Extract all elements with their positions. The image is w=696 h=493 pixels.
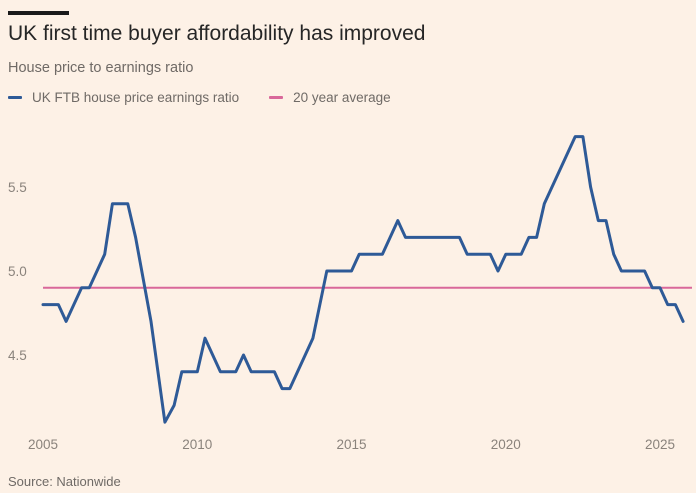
y-tick-label: 5.5	[8, 180, 27, 195]
x-tick-label: 2010	[182, 437, 212, 452]
x-tick-label: 2015	[336, 437, 366, 452]
brand-bar	[8, 11, 69, 15]
y-tick-label: 4.5	[8, 348, 27, 363]
legend-item-ftb-ratio: UK FTB house price earnings ratio	[8, 90, 239, 105]
legend-label-20yr-average: 20 year average	[293, 90, 391, 105]
legend-swatch-ftb-ratio	[8, 96, 22, 99]
legend: UK FTB house price earnings ratio 20 yea…	[8, 90, 421, 105]
series-line-ftb-ratio	[41, 135, 685, 424]
y-tick-label: 5.0	[8, 264, 27, 279]
legend-item-20yr-average: 20 year average	[269, 90, 391, 105]
x-tick-label: 2025	[645, 437, 675, 452]
legend-label-ftb-ratio: UK FTB house price earnings ratio	[32, 90, 240, 105]
chart-title: UK first time buyer affordability has im…	[8, 22, 426, 45]
x-tick-label: 2020	[491, 437, 521, 452]
source-note: Source: Nationwide	[8, 474, 121, 489]
chart-subtitle: House price to earnings ratio	[8, 60, 194, 76]
x-tick-label: 2005	[28, 437, 58, 452]
legend-swatch-20yr-average	[269, 96, 284, 99]
